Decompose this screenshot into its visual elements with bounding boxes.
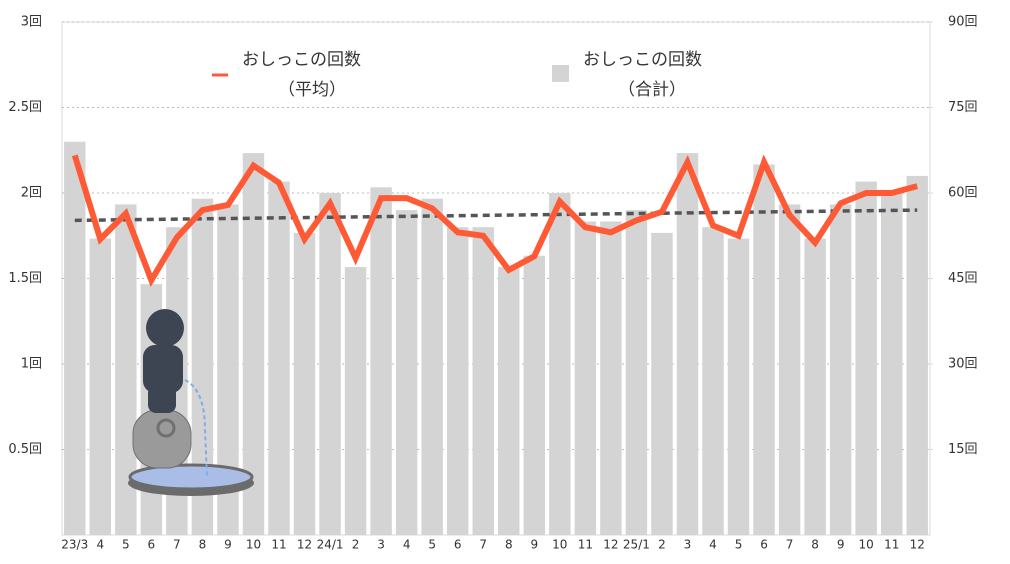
water-stream — [184, 379, 208, 477]
y2-tick-label: 30回 — [948, 357, 978, 372]
y-tick-label: 2回 — [21, 186, 42, 201]
x-tick-label: 6 — [760, 538, 768, 552]
bar — [855, 181, 877, 535]
x-tick-label: 12 — [910, 538, 925, 552]
x-tick-label: 5 — [428, 538, 436, 552]
x-tick-label: 12 — [603, 538, 618, 552]
y-tick-label: 0.5回 — [8, 442, 42, 457]
x-tick-label: 8 — [199, 538, 207, 552]
x-tick-label: 9 — [837, 538, 845, 552]
bar — [523, 255, 546, 535]
x-tick-label: 4 — [403, 538, 411, 552]
bar — [293, 232, 316, 535]
x-tick-label: 7 — [479, 538, 487, 552]
bar — [498, 267, 520, 535]
bar — [880, 193, 903, 535]
bar — [370, 187, 392, 536]
y-tick-label: 2.5回 — [8, 100, 42, 115]
pedestal — [132, 409, 192, 469]
x-tick-label: 11 — [578, 538, 593, 552]
x-tick-label: 2 — [658, 538, 666, 552]
legend-bar-swatch — [552, 65, 569, 82]
pedestal-ornament — [156, 418, 176, 438]
x-tick-label: 9 — [530, 538, 538, 552]
statue-body — [143, 345, 183, 393]
x-tick-label: 11 — [271, 538, 286, 552]
bar — [574, 221, 597, 535]
bar — [778, 204, 801, 535]
bar — [191, 198, 214, 535]
statue-head — [146, 309, 184, 347]
x-tick-label: 9 — [224, 538, 232, 552]
x-tick-label: 7 — [786, 538, 794, 552]
y2-tick-label: 60回 — [948, 186, 978, 201]
x-tick-label: 3 — [377, 538, 385, 552]
x-tick-label: 10 — [246, 538, 261, 552]
bar — [804, 238, 826, 535]
legend-label: おしっこの回数 — [242, 50, 361, 70]
y2-tick-label: 75回 — [948, 100, 978, 115]
bar — [319, 193, 341, 535]
bar — [651, 232, 673, 535]
bar — [600, 221, 622, 535]
marks — [62, 21, 930, 536]
bar — [64, 141, 86, 535]
bar — [89, 238, 112, 535]
y-tick-label: 1.5回 — [8, 271, 42, 286]
bar — [115, 204, 137, 535]
bar — [472, 227, 494, 535]
line — [71, 154, 919, 288]
legend-sublabel: （合計） — [618, 80, 686, 100]
x-tick-label: 6 — [148, 538, 156, 552]
x-tick-label: 2 — [352, 538, 360, 552]
legend-label: おしっこの回数 — [583, 50, 702, 70]
bar — [906, 175, 928, 535]
x-tick-label: 6 — [454, 538, 462, 552]
bar — [549, 193, 571, 535]
x-tick-label: 5 — [735, 538, 743, 552]
x-tick-label: 10 — [859, 538, 874, 552]
bar — [344, 267, 367, 535]
y2-tick-label: 15回 — [948, 442, 978, 457]
y-tick-label: 3回 — [21, 15, 42, 30]
bar — [446, 227, 469, 535]
x-tick-label: 3 — [684, 538, 692, 552]
bar — [268, 181, 290, 535]
x-tick-label: 24/1 — [317, 538, 344, 552]
y-tick-label: 1回 — [21, 357, 42, 372]
y2-tick-label: 45回 — [948, 271, 978, 286]
bar — [702, 227, 724, 535]
bar — [242, 153, 265, 535]
fountain-water — [128, 463, 254, 491]
y2-tick-label: 90回 — [948, 15, 978, 30]
bar — [753, 164, 775, 535]
x-tick-label: 7 — [173, 538, 181, 552]
x-tick-label: 8 — [505, 538, 513, 552]
x-tick-label: 12 — [297, 538, 312, 552]
bar — [676, 153, 699, 535]
bar — [395, 210, 418, 535]
x-tick-label: 10 — [552, 538, 567, 552]
statue-illustration — [128, 309, 254, 496]
trendline — [74, 208, 918, 223]
bar — [421, 198, 443, 535]
bar — [727, 238, 750, 535]
bar — [625, 210, 648, 535]
x-tick-label: 25/1 — [623, 538, 650, 552]
legend-sublabel: （平均） — [278, 80, 346, 100]
x-tick-label: 11 — [884, 538, 899, 552]
bar — [217, 204, 239, 535]
x-tick-label: 8 — [811, 538, 819, 552]
statue-legs — [148, 385, 176, 413]
x-tick-label: 23/3 — [61, 538, 88, 552]
x-tick-label: 5 — [122, 538, 130, 552]
x-tick-label: 4 — [96, 538, 104, 552]
x-tick-label: 4 — [709, 538, 717, 552]
bar — [829, 204, 852, 535]
